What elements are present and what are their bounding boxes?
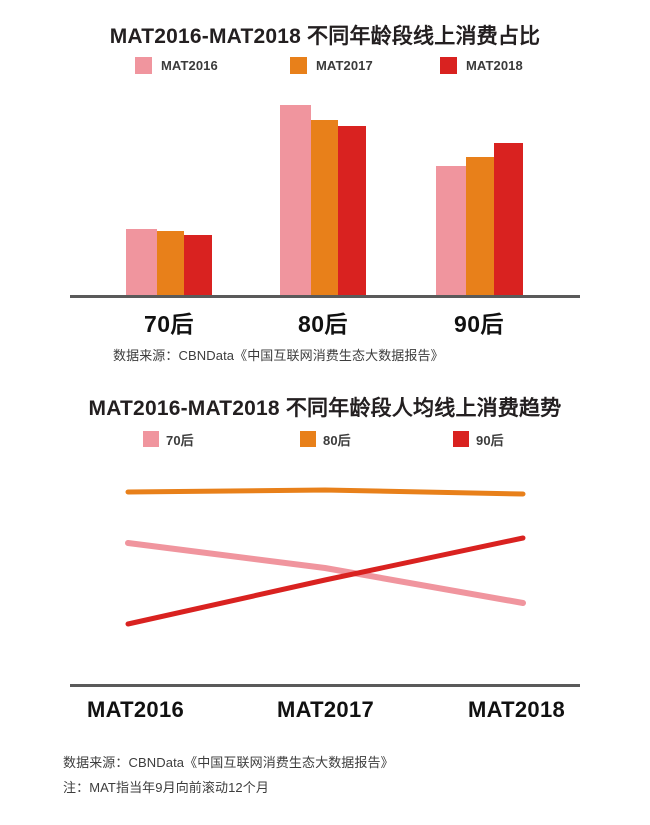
legend-label-mat2016: MAT2016 (161, 57, 218, 73)
bar-chart-baseline (70, 295, 580, 298)
bar-80hou-mat2017 (311, 120, 338, 295)
legend-label-90hou: 90后 (476, 432, 504, 448)
line-xtick-mat2017: MAT2017 (276, 697, 375, 722)
orange-swatch-icon (290, 56, 307, 74)
line-xtick-mat2016: MAT2016 (86, 697, 185, 722)
bar-70hou-mat2017 (157, 231, 184, 295)
legend-item-mat2016[interactable]: MAT2016 (135, 55, 218, 75)
legend-label-70hou: 70后 (166, 432, 194, 448)
pink-swatch-icon (135, 56, 152, 74)
bar-chart-plot-area (0, 95, 650, 295)
legend-label-mat2017: MAT2017 (316, 57, 373, 73)
bar-90hou-mat2017 (466, 157, 494, 295)
line-chart-mat-definition-note: 注：MAT指当年9月向前滚动12个月 (63, 780, 269, 795)
bar-90hou-mat2016 (436, 166, 466, 295)
bar-80hou-mat2018 (338, 126, 366, 295)
bar-80hou-mat2016 (280, 105, 311, 295)
bar-70hou-mat2016 (126, 229, 157, 295)
line-chart-plot-area (125, 487, 526, 627)
bar-category-label-90hou: 90后 (453, 311, 505, 337)
line-series-80hou (125, 487, 526, 497)
pink-swatch-icon (143, 431, 159, 447)
line-series-70hou (125, 540, 526, 606)
legend-label-mat2018: MAT2018 (466, 57, 523, 73)
line-xtick-mat2018: MAT2018 (467, 697, 566, 722)
bar-chart-title: MAT2016-MAT2018 不同年龄段线上消费占比 (109, 25, 541, 48)
legend-item-mat2017[interactable]: MAT2017 (290, 55, 373, 75)
bar-category-label-80hou: 80后 (297, 311, 349, 337)
legend-item-80hou[interactable]: 80后 (300, 429, 351, 449)
bar-chart-legend: MAT2016 MAT2017 MAT2018 (0, 55, 650, 75)
line-chart-title: MAT2016-MAT2018 不同年龄段人均线上消费趋势 (88, 397, 562, 420)
red-swatch-icon (440, 56, 457, 74)
line-chart-section: MAT2016-MAT2018 不同年龄段人均线上消费趋势 70后 80后 90… (0, 372, 650, 825)
bar-category-label-70hou: 70后 (143, 311, 195, 337)
bar-chart-section: MAT2016-MAT2018 不同年龄段线上消费占比 MAT2016 MAT2… (0, 0, 650, 372)
line-series-90hou (125, 535, 526, 627)
orange-swatch-icon (300, 431, 316, 447)
bar-70hou-mat2018 (184, 235, 212, 295)
line-chart-baseline (70, 684, 580, 687)
bar-90hou-mat2018 (494, 143, 523, 295)
legend-item-90hou[interactable]: 90后 (453, 429, 504, 449)
legend-item-mat2018[interactable]: MAT2018 (440, 55, 523, 75)
bar-chart-source-note: 数据来源：CBNData《中国互联网消费生态大数据报告》 (113, 348, 444, 363)
legend-label-80hou: 80后 (323, 432, 351, 448)
line-chart-legend: 70后 80后 90后 (0, 429, 650, 449)
line-chart-source-note: 数据来源：CBNData《中国互联网消费生态大数据报告》 (63, 755, 394, 770)
legend-item-70hou[interactable]: 70后 (143, 429, 194, 449)
red-swatch-icon (453, 431, 469, 447)
